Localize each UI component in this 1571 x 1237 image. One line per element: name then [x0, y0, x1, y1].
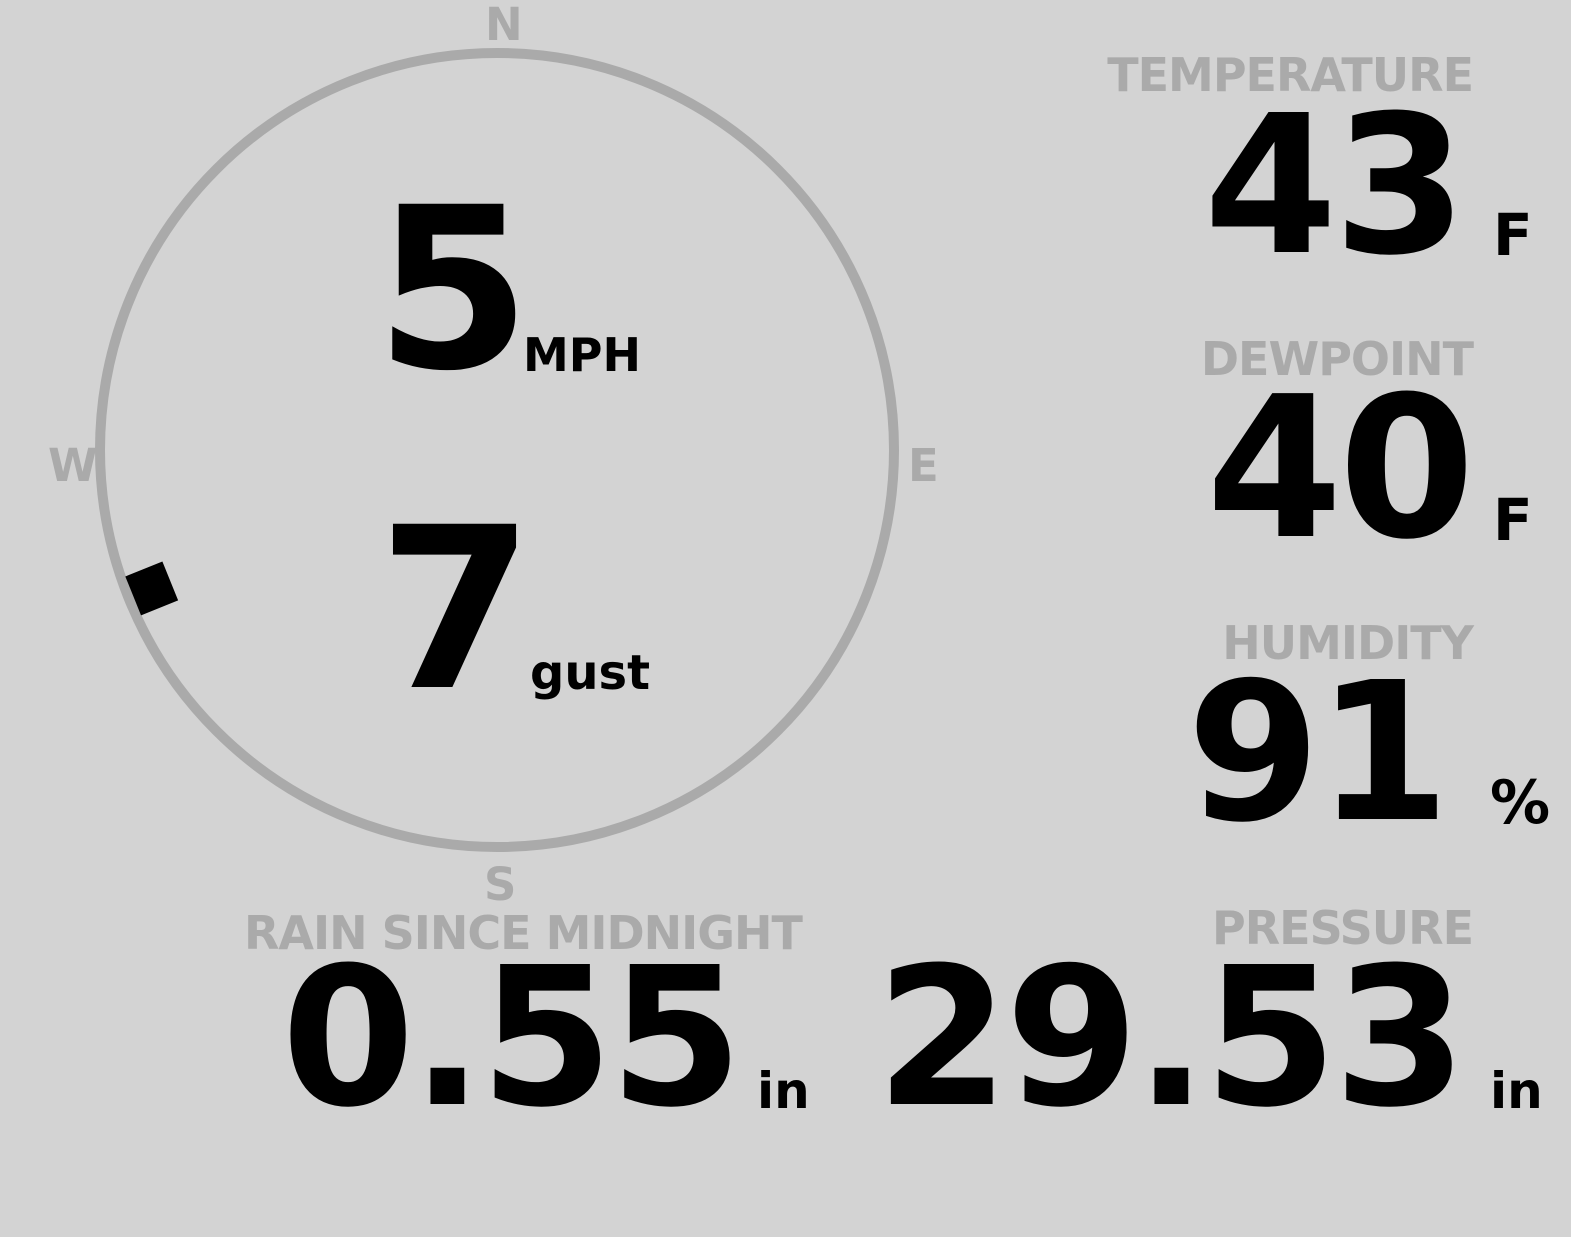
dewpoint-unit: F [1493, 486, 1533, 554]
dewpoint-value: 40 [1206, 355, 1475, 583]
wind-gust-value: 7 [378, 479, 534, 740]
pressure-label: PRESSURE [1212, 901, 1474, 955]
wind-speed-value: 5 [375, 159, 531, 420]
rain-value: 0.55 [281, 927, 743, 1150]
compass-west-label: W [48, 439, 98, 492]
rain-unit: in [757, 1062, 810, 1120]
wind-gust-label: gust [530, 645, 651, 701]
pressure-unit: in [1490, 1062, 1543, 1120]
compass-east-label: E [908, 439, 939, 492]
rain-label: RAIN SINCE MIDNIGHT [244, 906, 803, 960]
dewpoint-label: DEWPOINT [1200, 332, 1474, 386]
humidity-unit: % [1490, 768, 1551, 838]
wind-speed-unit: MPH [523, 328, 641, 382]
pressure-value: 29.53 [875, 927, 1467, 1150]
compass-north-label: N [485, 0, 523, 51]
humidity-label: HUMIDITY [1222, 616, 1474, 670]
wind-direction-marker [125, 561, 179, 616]
compass-ring [95, 48, 899, 852]
humidity-value: 91 [1186, 642, 1450, 865]
temperature-label: TEMPERATURE [1107, 48, 1474, 102]
compass-south-label: S [484, 858, 517, 911]
temperature-value: 43 [1203, 75, 1467, 298]
temperature-unit: F [1493, 201, 1533, 269]
